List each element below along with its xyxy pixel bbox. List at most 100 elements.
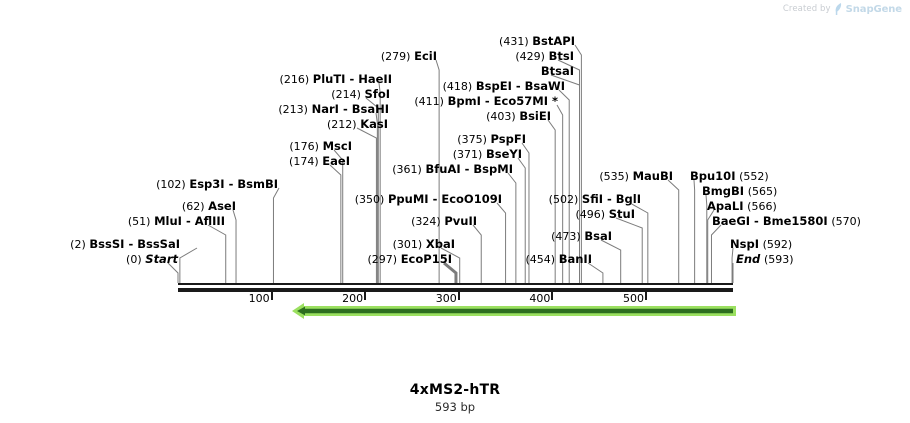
site-position: (502) (548, 193, 579, 206)
site-position: (350) (354, 193, 385, 206)
site-name-separator: - (224, 177, 238, 191)
restriction-site-label[interactable]: (174) EaeI (289, 155, 350, 169)
restriction-site-label[interactable]: (418) BspEI - BsaWI (443, 79, 565, 94)
site-position: (51) (127, 215, 151, 228)
site-position: (174) (289, 155, 319, 168)
restriction-site-label[interactable]: BmgBI (565) (702, 184, 778, 199)
restriction-site-label[interactable]: ApaLI (566) (707, 200, 777, 214)
site-position: (454) (525, 253, 556, 266)
restriction-site-label[interactable]: (176) MscI (289, 139, 352, 154)
site-position: (216) (279, 73, 310, 86)
site-enzyme-name: AflIII (194, 214, 225, 228)
site-position: (213) (278, 103, 308, 116)
site-enzyme-name: BanII (558, 252, 592, 266)
restriction-site-label[interactable]: (213) NarI - BsaHI (278, 102, 389, 117)
restriction-site-label[interactable]: (431) BstAPI (499, 35, 575, 49)
site-enzyme-name: PluTI (312, 72, 346, 86)
restriction-site-label[interactable]: (0) Start (126, 252, 178, 267)
restriction-site-label[interactable]: (429) BtsI (515, 50, 574, 64)
restriction-site-label[interactable]: (51) MluI - AflIII (127, 214, 225, 229)
site-position: (375) (457, 133, 487, 146)
site-position: (552) (739, 170, 769, 183)
site-position: (429) (515, 50, 545, 63)
site-enzyme-name: Start (145, 252, 178, 266)
site-position: (411) (414, 95, 444, 108)
site-name-separator: - (124, 237, 138, 251)
site-enzyme-name: NarI (311, 102, 339, 116)
ruler-tick-label: 300 (435, 292, 457, 305)
title-block: 4xMS2-hTR 593 bp (0, 382, 910, 414)
restriction-site-label[interactable]: (212) KasI (326, 118, 388, 132)
ruler-tick-label: 500 (622, 292, 644, 305)
restriction-site-label[interactable]: (535) MauBI (599, 169, 673, 184)
feature-arrow[interactable] (292, 303, 736, 319)
site-position: (0) (126, 253, 142, 266)
site-enzyme-name: PspFI (490, 132, 526, 146)
restriction-site-label[interactable]: (324) PvuII (411, 214, 477, 229)
site-name-separator: - (511, 79, 525, 93)
restriction-site-label[interactable]: (279) EciI (381, 50, 437, 64)
restriction-site-label[interactable]: NspI (592) (730, 238, 793, 252)
site-position: (592) (762, 238, 793, 251)
restriction-site-label[interactable]: (216) PluTI - HaeII (279, 72, 392, 87)
snapgene-watermark: Created by SnapGene (783, 3, 902, 15)
site-position: (214) (331, 88, 361, 101)
site-position: (566) (747, 200, 777, 213)
ruler-tick (644, 292, 647, 300)
restriction-site-label[interactable]: (403) BsiEI (486, 109, 551, 124)
site-position: (565) (747, 185, 778, 198)
site-enzyme-name: Bpu10I (690, 169, 736, 183)
site-enzyme-name: BpmI (447, 94, 481, 108)
site-position: (297) (367, 253, 398, 266)
site-enzyme-name: Eco57MI * (493, 94, 558, 108)
restriction-site-label[interactable]: (502) SfiI - BglI (548, 192, 641, 207)
restriction-site-label[interactable]: (297) EcoP15I (367, 253, 452, 267)
ruler-tick-label: 400 (529, 292, 551, 305)
restriction-site-label[interactable]: (473) BsaI (551, 230, 612, 244)
restriction-site-label[interactable]: (454) BanII (525, 252, 592, 267)
ruler-tick (270, 292, 273, 300)
site-position: (2) (70, 238, 86, 251)
site-enzyme-name: XbaI (425, 237, 455, 251)
restriction-site-label[interactable]: Bpu10I (552) (690, 169, 769, 184)
restriction-site-label[interactable]: (62) AseI (182, 200, 236, 214)
site-enzyme-name: BsiEI (519, 109, 551, 123)
site-position: (535) (599, 170, 629, 183)
restriction-site-label[interactable]: (301) XbaI (393, 237, 455, 252)
restriction-site-label[interactable]: End (593) (736, 253, 794, 267)
restriction-site-label[interactable]: BaeGI - Bme1580I (570) (712, 214, 861, 229)
site-enzyme-name: SfoI (364, 87, 390, 101)
site-position: (496) (575, 208, 606, 221)
restriction-site-label[interactable]: BtsaI (541, 65, 574, 78)
ruler-tick (364, 292, 367, 300)
site-enzyme-name: HaeII (358, 72, 392, 86)
construct-length: 593 bp (434, 400, 476, 414)
ruler-tick (457, 292, 460, 300)
construct-name: 4xMS2-hTR (409, 382, 501, 398)
site-enzyme-name: PpuMI (388, 192, 429, 206)
site-enzyme-name: BmgBI (702, 184, 745, 198)
site-position: (212) (326, 118, 357, 131)
sequence-line-bottom (178, 288, 733, 292)
restriction-site-label[interactable]: (375) PspFI (457, 132, 526, 147)
site-name-separator: - (345, 72, 359, 86)
restriction-site-label[interactable]: (496) StuI (575, 208, 636, 222)
restriction-site-labels: (2) BssSI - BssSaI (0) Start (51) MluI - A… (70, 35, 861, 267)
restriction-site-label[interactable]: (371) BseYI (453, 148, 522, 162)
site-enzyme-name: Bme1580I (762, 214, 828, 228)
site-position: (593) (763, 253, 794, 266)
restriction-site-label[interactable]: (214) SfoI (331, 87, 390, 102)
site-enzyme-name: MscI (322, 139, 352, 153)
site-enzyme-name: MauBI (632, 169, 673, 183)
site-position: (361) (392, 163, 422, 176)
restriction-site-label[interactable]: (350) PpuMI - EcoO109I (354, 192, 502, 207)
restriction-site-label[interactable]: (411) BpmI - Eco57MI * (414, 94, 558, 109)
site-enzyme-name: BglI (615, 192, 641, 206)
site-position: (473) (551, 230, 581, 243)
site-enzyme-name: PvuII (444, 214, 477, 228)
site-enzyme-name: BaeGI (712, 214, 751, 228)
restriction-site-label[interactable]: (2) BssSI - BssSaI (70, 237, 180, 252)
restriction-site-label[interactable]: (361) BfuAI - BspMI (392, 163, 513, 177)
restriction-site-label[interactable]: (102) Esp3I - BsmBI (156, 177, 278, 192)
